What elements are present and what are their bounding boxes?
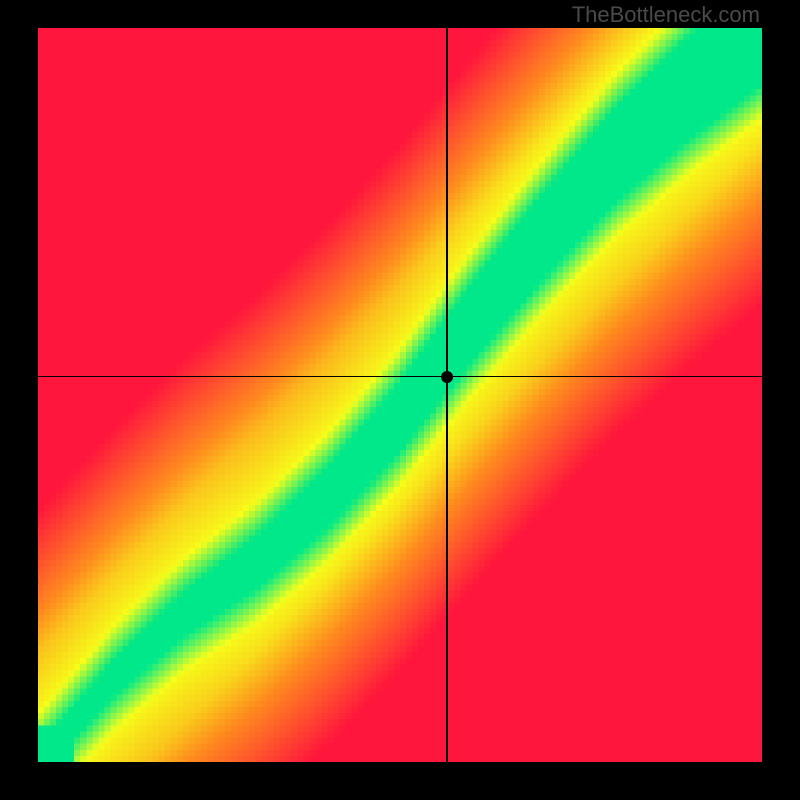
- crosshair-vertical: [446, 28, 448, 762]
- crosshair-marker: [441, 371, 453, 383]
- watermark-text: TheBottleneck.com: [572, 2, 760, 28]
- heatmap-canvas: [38, 28, 762, 762]
- heatmap-plot: [38, 28, 762, 762]
- crosshair-horizontal: [38, 376, 762, 378]
